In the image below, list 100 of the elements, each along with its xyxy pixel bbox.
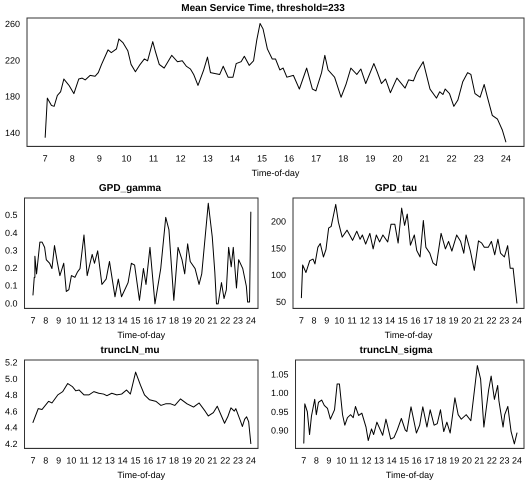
x-tick-label: 22: [446, 153, 457, 164]
x-tick-label: 19: [449, 455, 460, 466]
chart-title: GPD_tau: [374, 182, 418, 194]
x-tick-label: 8: [314, 455, 319, 466]
y-tick-label: 5.2: [4, 358, 18, 368]
x-tick-label: 8: [70, 153, 75, 164]
x-tick-label: 13: [372, 315, 382, 326]
x-tick-label: 22: [220, 455, 230, 466]
x-tick-label: 18: [436, 315, 446, 326]
y-tick-label: 4.6: [4, 406, 18, 416]
x-tick-label: 21: [420, 153, 430, 164]
x-tick-label: 7: [30, 455, 36, 466]
x-tick-label: 16: [284, 153, 294, 164]
x-tick-label: 14: [118, 455, 128, 466]
x-tick-label: 11: [349, 455, 359, 466]
y-tick-label: 0.2: [4, 263, 18, 274]
x-tick-label: 11: [80, 455, 89, 466]
x-tick-label: 18: [338, 153, 348, 164]
x-axis-title: Time-of-day: [386, 470, 434, 480]
x-tick-label: 18: [168, 315, 179, 326]
x-tick-label: 19: [182, 315, 192, 326]
x-tick-label: 17: [156, 315, 166, 326]
x-tick-label: 18: [436, 455, 447, 466]
x-tick-label: 10: [66, 455, 76, 466]
x-tick-label: 8: [312, 315, 317, 326]
y-tick-label: 0.4: [4, 228, 18, 238]
y-tick-label: 220: [4, 55, 20, 66]
x-tick-label: 9: [326, 455, 332, 466]
x-tick-label: 9: [96, 153, 102, 164]
x-tick-label: 19: [365, 153, 376, 164]
x-tick-label: 10: [334, 315, 344, 326]
y-tick-label: 0.90: [270, 426, 289, 436]
y-tick-label: 4.4: [4, 422, 18, 433]
x-tick-label: 15: [398, 315, 408, 326]
x-tick-label: 14: [386, 455, 397, 466]
x-tick-label: 12: [176, 153, 186, 164]
y-tick-label: 1.05: [270, 369, 289, 380]
x-tick-label: 16: [410, 315, 420, 326]
x-tick-label: 24: [246, 455, 256, 466]
x-tick-label: 12: [361, 455, 372, 466]
x-tick-label: 20: [392, 153, 402, 164]
x-tick-label: 18: [168, 455, 179, 466]
x-tick-label: 20: [194, 455, 205, 466]
x-tick-label: 21: [207, 455, 218, 466]
y-tick-label: 0.0: [4, 298, 18, 308]
x-axis-title: Time-of-day: [384, 330, 433, 340]
x-tick-label: 7: [30, 315, 36, 326]
y-tick-label: 260: [4, 18, 20, 29]
x-tick-label: 24: [246, 315, 256, 326]
x-tick-label: 14: [118, 315, 128, 326]
x-tick-label: 22: [220, 315, 230, 326]
x-tick-label: 23: [474, 153, 484, 164]
x-tick-label: 10: [66, 315, 76, 326]
y-tick-label: 50: [276, 296, 286, 307]
chart-title: truncLN_mu: [100, 344, 160, 356]
x-tick-label: 7: [298, 315, 304, 326]
x-tick-label: 22: [486, 455, 497, 466]
x-tick-label: 20: [194, 315, 205, 326]
y-tick-label: 100: [270, 270, 286, 280]
x-axis-title: Time-of-day: [252, 168, 300, 178]
x-tick-label: 21: [474, 455, 484, 466]
x-tick-label: 20: [462, 455, 472, 466]
x-tick-label: 23: [499, 455, 510, 466]
x-tick-label: 19: [182, 455, 192, 466]
y-tick-label: 0.3: [4, 245, 18, 256]
y-tick-label: 4.8: [4, 390, 18, 400]
x-tick-label: 21: [207, 315, 218, 326]
x-tick-label: 9: [56, 315, 62, 326]
y-tick-label: 180: [4, 92, 20, 102]
x-tick-label: 24: [512, 455, 522, 466]
x-tick-label: 11: [148, 153, 158, 164]
x-tick-label: 13: [104, 455, 115, 466]
x-tick-label: 17: [423, 315, 434, 326]
y-tick-label: 140: [4, 128, 20, 138]
chart-title: GPD_gamma: [98, 182, 162, 194]
x-tick-label: 14: [385, 315, 396, 326]
x-tick-label: 16: [143, 315, 154, 326]
x-axis-title: Time-of-day: [117, 470, 166, 480]
x-tick-label: 16: [143, 455, 154, 466]
x-tick-label: 12: [92, 315, 102, 326]
x-tick-label: 20: [461, 315, 472, 326]
x-tick-label: 12: [92, 455, 102, 466]
x-tick-label: 19: [448, 315, 459, 326]
x-tick-label: 24: [500, 153, 511, 164]
x-tick-label: 21: [474, 315, 484, 326]
y-tick-label: 150: [270, 243, 286, 254]
x-axis-title: Time-of-day: [117, 330, 166, 340]
y-tick-label: 0.95: [270, 406, 289, 417]
x-tick-label: 11: [347, 315, 357, 326]
y-tick-label: 5.0: [4, 374, 18, 384]
x-tick-label: 11: [80, 315, 89, 326]
x-tick-label: 16: [412, 455, 422, 466]
x-tick-label: 9: [324, 315, 330, 326]
x-tick-label: 13: [104, 315, 115, 326]
x-tick-label: 13: [374, 455, 384, 466]
x-tick-label: 13: [202, 153, 213, 164]
x-tick-label: 10: [121, 153, 132, 164]
x-tick-label: 9: [56, 455, 62, 466]
chart-title: Mean Service Time, threshold=233: [181, 2, 346, 14]
chart-title: truncLN_sigma: [360, 344, 433, 356]
